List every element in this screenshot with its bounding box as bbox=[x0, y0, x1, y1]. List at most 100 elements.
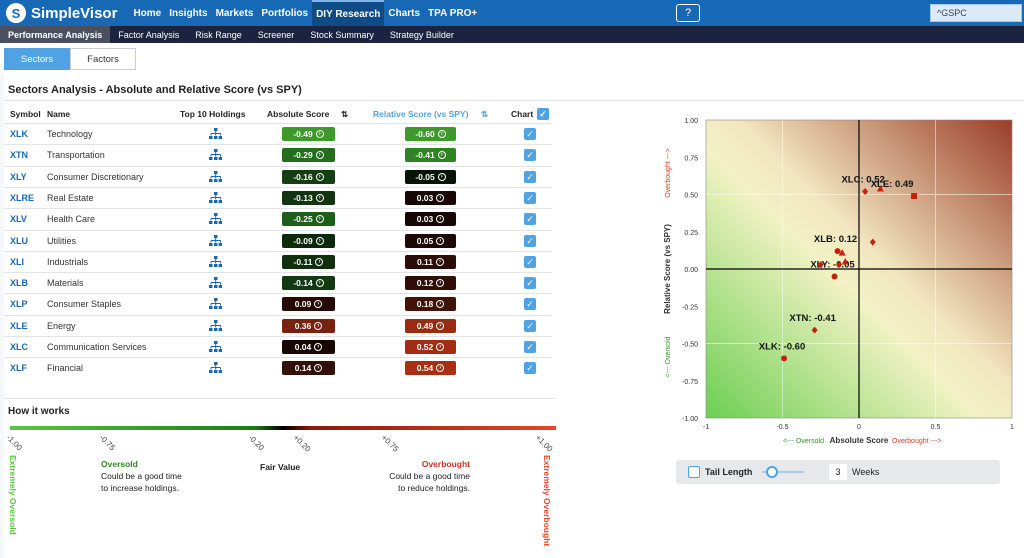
chart-checkbox[interactable]: ✓ bbox=[524, 341, 536, 353]
data-point[interactable] bbox=[911, 192, 918, 199]
holdings-tree-icon[interactable] bbox=[209, 191, 222, 204]
subnav-item[interactable]: Strategy Builder bbox=[389, 29, 454, 40]
holdings-tree-icon[interactable] bbox=[209, 128, 222, 140]
relative-score-pill[interactable]: -0.41 › bbox=[405, 148, 456, 163]
data-point[interactable] bbox=[876, 185, 884, 192]
tail-slider-handle[interactable] bbox=[766, 466, 778, 478]
tail-length-checkbox[interactable] bbox=[688, 466, 700, 478]
nav-item[interactable]: Charts bbox=[388, 7, 421, 19]
relative-score-pill[interactable]: 0.49 › bbox=[405, 318, 456, 333]
absolute-score-pill[interactable]: -0.16 › bbox=[282, 169, 335, 184]
data-point[interactable] bbox=[836, 261, 843, 269]
nav-item[interactable]: TPA PRO+ bbox=[428, 7, 478, 19]
relative-score-pill[interactable]: -0.60 › bbox=[405, 127, 456, 141]
holdings-tree-icon[interactable] bbox=[209, 255, 222, 268]
holdings-tree-icon[interactable] bbox=[209, 298, 222, 310]
subnav-item[interactable]: Screener bbox=[257, 29, 295, 40]
relative-score-pill[interactable]: 0.54 › bbox=[405, 361, 456, 376]
symbol-link[interactable]: XLF bbox=[10, 363, 27, 374]
chart-checkbox[interactable]: ✓ bbox=[524, 191, 536, 204]
nav-item[interactable]: Insights bbox=[169, 7, 208, 19]
symbol-link[interactable]: XLU bbox=[10, 235, 28, 246]
nav-item[interactable]: Markets bbox=[215, 7, 254, 19]
holdings-tree-icon[interactable] bbox=[209, 277, 222, 289]
data-point[interactable] bbox=[831, 273, 838, 280]
help-icon[interactable]: ? bbox=[676, 4, 700, 22]
chart-checkbox[interactable]: ✓ bbox=[524, 234, 536, 247]
data-point[interactable] bbox=[869, 238, 876, 246]
holdings-tree-icon[interactable] bbox=[209, 170, 222, 183]
symbol-link[interactable]: XLI bbox=[10, 256, 25, 267]
chart-checkbox[interactable]: ✓ bbox=[524, 149, 536, 162]
tab-sectors[interactable]: Sectors bbox=[4, 48, 70, 70]
holdings-tree-icon[interactable] bbox=[209, 341, 222, 353]
col-relative[interactable]: Relative Score (vs SPY) bbox=[373, 109, 469, 119]
absolute-score-pill[interactable]: -0.25 › bbox=[282, 212, 335, 227]
data-point[interactable] bbox=[834, 248, 841, 255]
chart-checkbox[interactable]: ✓ bbox=[524, 277, 536, 290]
data-point[interactable] bbox=[841, 258, 849, 265]
subnav-item[interactable]: Risk Range bbox=[195, 29, 242, 40]
nav-item[interactable]: Home bbox=[133, 7, 162, 19]
absolute-score-pill[interactable]: 0.04 › bbox=[282, 340, 335, 354]
holdings-tree-icon[interactable] bbox=[209, 213, 222, 225]
symbol-link[interactable]: XLE bbox=[10, 320, 28, 331]
relative-score-pill[interactable]: 0.05 › bbox=[405, 233, 456, 248]
chart-checkbox[interactable]: ✓ bbox=[524, 362, 536, 375]
relative-score-pill[interactable]: -0.05 › bbox=[405, 169, 456, 184]
subnav-item[interactable]: Performance Analysis bbox=[0, 26, 111, 43]
ticker-search-input[interactable]: ^GSPC bbox=[930, 4, 1022, 22]
data-point[interactable] bbox=[862, 188, 869, 196]
data-point[interactable] bbox=[811, 326, 818, 334]
relative-score-pill[interactable]: 0.18 › bbox=[405, 297, 456, 312]
tail-slider-track[interactable] bbox=[762, 471, 804, 473]
data-point[interactable] bbox=[781, 355, 788, 362]
col-absolute[interactable]: Absolute Score bbox=[267, 109, 330, 119]
sort-icon[interactable]: ⇅ bbox=[341, 109, 349, 119]
relative-score-pill[interactable]: 0.03 › bbox=[405, 212, 456, 227]
symbol-link[interactable]: XLY bbox=[10, 171, 27, 182]
symbol-link[interactable]: XLP bbox=[10, 299, 28, 310]
col-symbol[interactable]: Symbol bbox=[10, 109, 41, 119]
holdings-tree-icon[interactable] bbox=[209, 149, 222, 161]
nav-item[interactable]: Portfolios bbox=[261, 7, 309, 19]
logo[interactable]: S SimpleVisor bbox=[6, 0, 129, 26]
subnav-item[interactable]: Factor Analysis bbox=[118, 29, 180, 40]
absolute-score-pill[interactable]: -0.49 › bbox=[282, 127, 335, 141]
chart-checkbox[interactable]: ✓ bbox=[524, 319, 536, 332]
chart-checkbox[interactable]: ✓ bbox=[524, 170, 536, 183]
symbol-link[interactable]: XLV bbox=[10, 214, 27, 225]
absolute-score-pill[interactable]: 0.14 › bbox=[282, 361, 335, 376]
absolute-score-pill[interactable]: -0.29 › bbox=[282, 148, 335, 163]
tab-factors[interactable]: Factors bbox=[70, 48, 136, 70]
absolute-score-pill[interactable]: -0.13 › bbox=[282, 190, 335, 205]
chart-all-checkbox[interactable]: ✓ bbox=[537, 108, 549, 120]
symbol-link[interactable]: XLRE bbox=[10, 192, 35, 203]
nav-item[interactable]: DIY Research bbox=[312, 0, 385, 26]
symbol-link[interactable]: XLC bbox=[10, 342, 28, 352]
symbol-link[interactable]: XLB bbox=[10, 278, 28, 289]
symbol-link[interactable]: XTN bbox=[10, 150, 28, 161]
relative-score-pill[interactable]: 0.52 › bbox=[405, 340, 456, 354]
subnav-item[interactable]: Stock Summary bbox=[310, 29, 374, 40]
chart-checkbox[interactable]: ✓ bbox=[524, 298, 536, 311]
holdings-tree-icon[interactable] bbox=[209, 362, 222, 374]
sort-icon[interactable]: ⇅ bbox=[481, 109, 489, 119]
holdings-tree-icon[interactable] bbox=[209, 234, 222, 247]
absolute-score-pill[interactable]: -0.09 › bbox=[282, 233, 335, 248]
relative-score-pill[interactable]: 0.11 › bbox=[405, 254, 456, 269]
chart-checkbox[interactable]: ✓ bbox=[524, 213, 536, 226]
chart-checkbox[interactable]: ✓ bbox=[524, 128, 536, 140]
tail-length-value[interactable]: 3 bbox=[829, 464, 847, 480]
absolute-score-pill[interactable]: -0.14 › bbox=[282, 276, 335, 291]
absolute-score-pill[interactable]: 0.36 › bbox=[282, 318, 335, 333]
col-name[interactable]: Name bbox=[47, 109, 71, 119]
relative-score-pill[interactable]: 0.03 › bbox=[405, 190, 456, 205]
relative-score-pill[interactable]: 0.12 › bbox=[405, 276, 456, 291]
absolute-score-pill[interactable]: 0.09 › bbox=[282, 297, 335, 312]
data-point[interactable] bbox=[838, 249, 846, 256]
holdings-tree-icon[interactable] bbox=[209, 319, 222, 332]
data-point[interactable] bbox=[817, 261, 824, 269]
symbol-link[interactable]: XLK bbox=[10, 129, 28, 139]
chart-checkbox[interactable]: ✓ bbox=[524, 255, 536, 268]
